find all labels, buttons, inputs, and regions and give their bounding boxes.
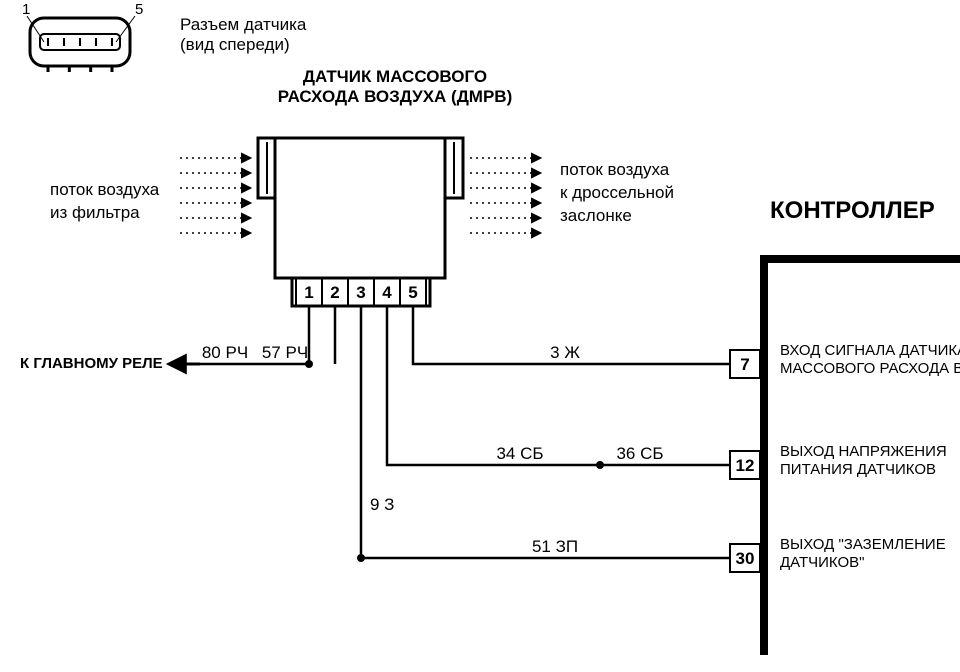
controller-label: КОНТРОЛЛЕР [770, 197, 935, 224]
pin-label-4: 4 [382, 283, 392, 302]
junction-dot [357, 554, 365, 562]
junction-dot [596, 461, 604, 469]
flow-left-1: поток воздуха [50, 180, 160, 199]
wire-label: 57 РЧ [262, 343, 308, 362]
connector-label-1: Разъем датчика [180, 15, 307, 34]
pin-label-3: 3 [356, 283, 365, 302]
wire-label: 34 СБ [496, 444, 543, 463]
controller-pin-label: ПИТАНИЯ ДАТЧИКОВ [780, 461, 936, 478]
wire-3 [361, 306, 730, 558]
controller-pin-label: ДАТЧИКОВ" [780, 554, 865, 571]
flow-right-2: к дроссельной [560, 183, 674, 202]
connector-pin-5: 5 [135, 1, 143, 18]
controller-pin-num: 30 [736, 549, 755, 568]
sensor-title-1: ДАТЧИК МАССОВОГО [303, 67, 487, 86]
connector-pin-1: 1 [22, 1, 30, 18]
controller-bar-top [760, 255, 960, 263]
controller-pin-num: 12 [736, 456, 755, 475]
connector-label-2: (вид спереди) [180, 35, 290, 54]
wire-label: 80 РЧ [202, 343, 248, 362]
wire-label: 3 Ж [550, 343, 580, 362]
controller-pin-label: ВЫХОД НАПРЯЖЕНИЯ [780, 443, 947, 460]
flow-right-3: заслонке [560, 206, 632, 225]
controller-pin-label: ВЫХОД "ЗАЗЕМЛЕНИЕ [780, 536, 946, 553]
controller-pin-label: МАССОВОГО РАСХОДА ВОЗДУХА [780, 360, 960, 377]
sensor-title-2: РАСХОДА ВОЗДУХА (ДМРВ) [278, 87, 513, 106]
pin-label-5: 5 [408, 283, 417, 302]
controller-pin-label: ВХОД СИГНАЛА ДАТЧИКА [780, 342, 960, 359]
pin-label-1: 1 [304, 283, 313, 302]
relay-label: К ГЛАВНОМУ РЕЛЕ [20, 355, 163, 372]
controller-pin-num: 7 [740, 355, 749, 374]
junction-dot [305, 360, 313, 368]
flow-left-2: из фильтра [50, 203, 140, 222]
wire-vlabel: 9 З [370, 495, 394, 514]
wire-label: 36 СБ [616, 444, 663, 463]
sensor-body [275, 138, 445, 278]
controller-bar-side [760, 255, 768, 655]
wire-label: 51 ЗП [532, 537, 578, 556]
flow-right-1: поток воздуха [560, 160, 670, 179]
wire-4 [387, 306, 730, 465]
pin-label-2: 2 [330, 283, 339, 302]
